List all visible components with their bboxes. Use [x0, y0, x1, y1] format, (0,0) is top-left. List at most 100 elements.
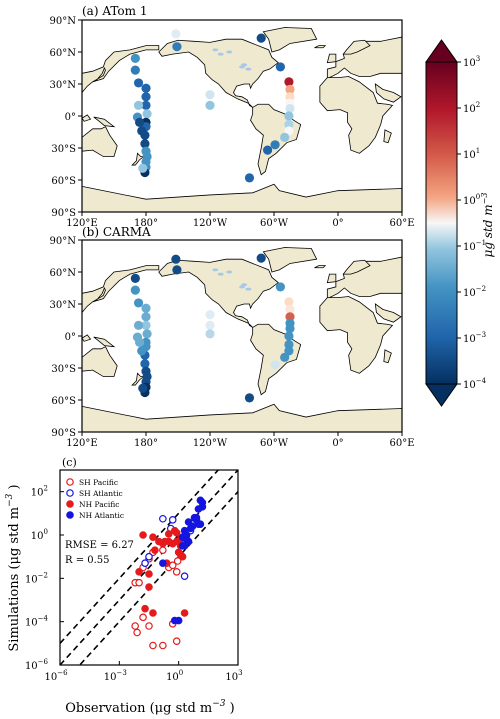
obs-point — [135, 337, 145, 347]
obs-points-a — [130, 29, 295, 183]
legend-marker — [66, 489, 74, 497]
legend-marker — [66, 478, 74, 486]
y-tick-exp: −2 — [38, 571, 48, 579]
obs-point — [141, 312, 151, 322]
lake — [226, 50, 233, 54]
lat-tick-label: 90°S — [51, 428, 76, 439]
lat-tick-label: 30°N — [50, 300, 77, 311]
land-mass — [92, 67, 106, 83]
land-mass — [93, 336, 116, 348]
land-mass — [374, 83, 402, 103]
land-mass — [319, 76, 394, 154]
obs-point — [284, 297, 294, 307]
obs-point — [284, 331, 294, 341]
lat-ticks-b: 90°N 60°N 30°N 0° 30°S 60°S 90°S — [50, 236, 82, 439]
land-mass — [82, 45, 160, 94]
obs-point — [137, 346, 147, 356]
lon-tick-label: 60°E — [389, 438, 414, 449]
r-label: R = 0.55 — [65, 555, 110, 566]
lake — [241, 283, 248, 287]
land-a — [82, 27, 402, 212]
y-tick-label: 102 — [31, 485, 48, 499]
lon-tick-label: 180° — [134, 438, 158, 449]
land-mass — [131, 372, 146, 386]
open-point — [172, 637, 181, 645]
panel-b-title: (b) CARMA — [82, 225, 151, 239]
land-mass — [374, 303, 402, 323]
obs-point — [284, 111, 294, 121]
obs-point — [205, 90, 215, 100]
colorbar-bottom-arrow — [425, 383, 458, 407]
land-mass — [82, 403, 402, 432]
open-point — [168, 516, 177, 524]
open-point — [159, 641, 167, 650]
open-point — [131, 622, 139, 630]
open-point — [135, 578, 143, 587]
scatter-yticks: 10−6 10−4 10−2 100 102 — [25, 485, 64, 672]
obs-point — [133, 298, 144, 308]
obs-point — [138, 383, 148, 393]
filled-point — [159, 559, 167, 567]
lat-tick-label: 90°N — [50, 16, 77, 27]
lat-tick-label: 60°N — [50, 48, 77, 59]
filled-point — [188, 522, 197, 531]
y-tick-exp: 0 — [44, 528, 48, 536]
obs-point — [133, 100, 144, 110]
open-point — [133, 628, 141, 637]
obs-point — [133, 320, 144, 330]
open-point — [172, 568, 181, 576]
lake — [245, 287, 252, 291]
colorbar-tick-exp: −3 — [476, 331, 486, 339]
land-mass — [262, 247, 318, 273]
colorbar-label-text: μg std m — [481, 204, 495, 257]
colorbar-tick-label: 101 — [463, 147, 480, 161]
lon-tick-label: 120°W — [193, 438, 228, 449]
filled-point — [139, 531, 147, 539]
lon-tick-label: 180° — [134, 218, 158, 229]
filled-point — [161, 537, 169, 546]
colorbar-tick-exp: 3 — [476, 55, 480, 63]
obs-point — [205, 329, 215, 339]
colorbar-tick-label: 100 — [463, 193, 480, 207]
lon-tick-label: 120°E — [66, 218, 97, 229]
open-point — [149, 641, 157, 650]
obs-point — [141, 100, 151, 110]
x-axis-label-text: Observation (μg std m — [65, 701, 212, 716]
land-mass — [158, 38, 279, 108]
lon-tick-label: 120°E — [66, 438, 97, 449]
obs-point — [138, 163, 148, 173]
x-tick-exp: −6 — [57, 669, 68, 677]
colorbar-top-arrow — [425, 39, 458, 63]
obs-point — [285, 323, 295, 334]
y-axis-label-text: Simulations (μg std m — [7, 507, 22, 652]
obs-point — [172, 42, 182, 52]
colorbar-label: μg std m−3 — [480, 193, 495, 258]
obs-point — [270, 140, 280, 150]
colorbar-tick-exp: −2 — [476, 285, 486, 293]
obs-point — [141, 303, 151, 313]
colorbar-tick-label: 103 — [463, 55, 480, 69]
legend-label: NH Pacific — [79, 500, 119, 509]
x-tick-label: 10−6 — [44, 669, 68, 683]
legend-label: SH Atlantic — [79, 489, 123, 498]
lat-tick-label: 30°S — [51, 364, 76, 375]
lat-tick-label: 60°S — [51, 176, 76, 187]
obs-point — [172, 265, 182, 275]
filled-point — [149, 533, 157, 541]
land-mass — [326, 53, 337, 64]
x-axis-label-exp: −3 — [212, 699, 226, 709]
sim-points-b — [130, 253, 295, 403]
obs-point — [141, 92, 151, 102]
land-mass — [383, 349, 392, 364]
obs-point — [285, 312, 295, 322]
legend-label: SH Pacific — [79, 478, 118, 487]
lon-tick-label: 60°W — [260, 218, 289, 229]
lon-tick-label: 0° — [332, 438, 343, 449]
obs-point — [130, 65, 140, 75]
colorbar-tick-label: 10−2 — [463, 285, 486, 299]
obs-point — [141, 83, 151, 93]
filled-point — [174, 548, 183, 557]
obs-point — [137, 126, 147, 136]
obs-point — [244, 393, 255, 403]
open-point — [145, 552, 153, 561]
